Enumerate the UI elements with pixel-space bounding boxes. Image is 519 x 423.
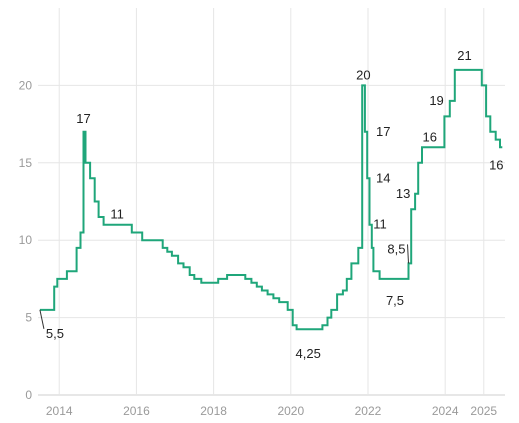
data-label: 14 (376, 170, 390, 185)
x-tick-label: 2014 (46, 404, 73, 418)
grid (38, 8, 505, 396)
y-axis: 0 5 10 15 20 (19, 78, 33, 402)
y-tick-label: 5 (25, 311, 32, 325)
data-label: 16 (489, 157, 503, 172)
x-tick-label: 2020 (277, 404, 304, 418)
data-label: 5,5 (46, 326, 64, 341)
x-axis: 2014 2016 2018 2020 2022 2024 2025 (46, 404, 498, 418)
data-label: 11 (110, 207, 124, 222)
x-tick-label: 2018 (200, 404, 227, 418)
y-tick-label: 15 (19, 156, 33, 170)
data-label: 16 (423, 129, 437, 144)
data-label: 19 (429, 93, 443, 108)
plot-area (39, 68, 503, 331)
data-label: 4,25 (296, 346, 321, 361)
y-tick-label: 20 (19, 78, 33, 92)
data-label: 20 (356, 67, 370, 82)
data-label: 17 (76, 111, 90, 126)
data-label: 8,5 (387, 241, 405, 256)
x-tick-label: 2022 (355, 404, 382, 418)
data-label: 7,5 (386, 293, 404, 308)
data-label: 11 (373, 217, 387, 232)
x-tick-label: 2016 (123, 404, 150, 418)
data-label: 21 (457, 48, 471, 63)
data-label: 17 (376, 124, 390, 139)
y-tick-label: 10 (19, 233, 33, 247)
data-labels: 5,5 17 11 4,25 20 17 14 11 7,5 8,5 13 16 19 21 16 (39, 48, 504, 361)
series-line (39, 68, 503, 331)
x-tick-label: 2025 (470, 404, 497, 418)
annotation-leader (39, 309, 45, 329)
data-label: 13 (396, 186, 410, 201)
y-tick-label: 0 (25, 388, 32, 402)
x-tick-label: 2024 (432, 404, 459, 418)
annotation-leader (407, 244, 410, 264)
